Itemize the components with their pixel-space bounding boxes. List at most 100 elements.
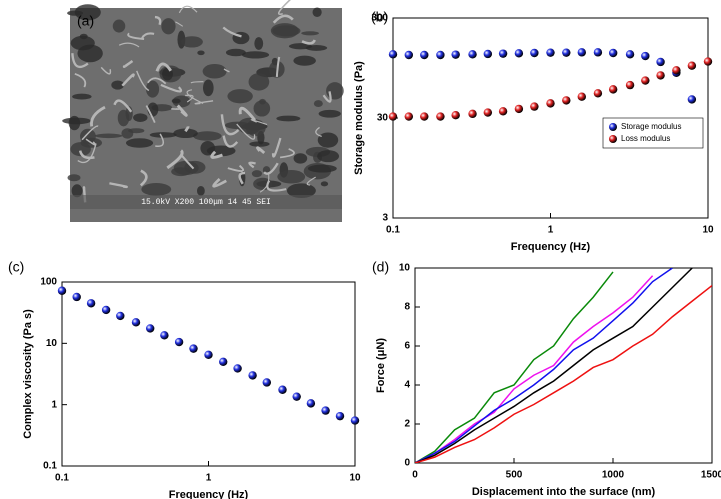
pore bbox=[286, 183, 316, 199]
panel-label: (d) bbox=[372, 259, 389, 275]
y-axis-label: Storage modulus (Pa) bbox=[353, 61, 365, 175]
point bbox=[468, 50, 477, 59]
x-tick-label: 1 bbox=[206, 473, 212, 484]
fiber bbox=[236, 123, 256, 140]
fiber bbox=[78, 150, 95, 160]
point bbox=[562, 48, 571, 57]
pore bbox=[320, 181, 329, 187]
point bbox=[101, 305, 111, 315]
point bbox=[514, 104, 524, 114]
fiber bbox=[180, 153, 195, 170]
point bbox=[593, 48, 603, 57]
y-axis-label: Force (μN) bbox=[375, 338, 387, 393]
line bbox=[415, 284, 712, 463]
point bbox=[160, 331, 169, 340]
x-tick-label: 0.1 bbox=[386, 225, 400, 236]
pore bbox=[277, 170, 306, 184]
point bbox=[530, 102, 539, 111]
point bbox=[625, 50, 635, 59]
point bbox=[687, 95, 697, 104]
fiber bbox=[238, 106, 257, 122]
fiber bbox=[248, 161, 256, 169]
fiber bbox=[250, 119, 268, 126]
point bbox=[278, 385, 287, 394]
x-tick-label: 10 bbox=[702, 225, 714, 236]
y-tick-label: 3 bbox=[382, 213, 388, 224]
pore bbox=[62, 117, 91, 125]
pore bbox=[307, 164, 337, 173]
pore bbox=[193, 131, 222, 141]
point bbox=[577, 92, 586, 101]
fiber bbox=[74, 72, 87, 88]
pore bbox=[172, 95, 191, 108]
fiber bbox=[154, 15, 162, 26]
fiber bbox=[190, 81, 204, 84]
pore bbox=[200, 141, 216, 156]
point bbox=[514, 49, 524, 58]
point bbox=[530, 48, 539, 58]
pore bbox=[67, 174, 81, 182]
point bbox=[451, 110, 460, 120]
fiber bbox=[77, 143, 97, 164]
fiber bbox=[322, 91, 332, 103]
fiber bbox=[175, 21, 184, 27]
point bbox=[404, 112, 414, 121]
x-tick-label: 10 bbox=[349, 473, 361, 484]
point bbox=[546, 48, 555, 57]
fiber bbox=[256, 146, 266, 155]
pore bbox=[293, 55, 316, 66]
point bbox=[546, 99, 555, 108]
pore bbox=[318, 109, 341, 118]
fiber bbox=[272, 14, 294, 24]
fiber bbox=[155, 133, 165, 147]
pore bbox=[248, 73, 270, 91]
fiber bbox=[136, 70, 150, 92]
point bbox=[262, 378, 271, 387]
pore bbox=[180, 36, 203, 48]
fiber bbox=[147, 77, 167, 85]
fiber bbox=[301, 39, 316, 45]
point bbox=[577, 48, 586, 57]
point bbox=[656, 71, 665, 80]
legend-swatch bbox=[609, 123, 617, 131]
point bbox=[625, 80, 635, 90]
point bbox=[86, 299, 96, 308]
x-tick-label: 500 bbox=[506, 470, 523, 481]
line bbox=[415, 268, 693, 463]
pore bbox=[203, 79, 214, 97]
panel-label: (b) bbox=[371, 9, 388, 25]
point bbox=[306, 399, 316, 408]
pore bbox=[272, 25, 301, 37]
pore bbox=[253, 100, 271, 117]
x-tick-label: 0 bbox=[412, 470, 418, 481]
y-tick-label: 4 bbox=[404, 380, 410, 391]
fiber bbox=[141, 32, 155, 39]
fiber bbox=[145, 105, 156, 123]
pore bbox=[112, 19, 126, 33]
fiber bbox=[315, 126, 322, 138]
x-axis-label: Frequency (Hz) bbox=[169, 489, 249, 499]
fiber bbox=[220, 114, 240, 136]
y-tick-label: 100 bbox=[40, 277, 57, 288]
chart: 0 500 1000 1500 0 2 4 6 8 10 Displacement into the… bbox=[372, 259, 721, 498]
fiber bbox=[160, 83, 183, 93]
pore bbox=[146, 80, 160, 98]
pore bbox=[225, 48, 246, 57]
point bbox=[703, 57, 713, 66]
point bbox=[420, 50, 429, 60]
y-tick-label: 0.1 bbox=[43, 461, 57, 472]
y-tick-label: 1 bbox=[51, 399, 57, 410]
point bbox=[404, 50, 414, 60]
fiber bbox=[222, 26, 242, 38]
y-tick-label: 300 bbox=[371, 13, 388, 24]
pore bbox=[288, 43, 313, 50]
legend-swatch bbox=[609, 135, 617, 143]
pore bbox=[121, 128, 134, 139]
point bbox=[388, 112, 398, 121]
legend-label: Storage modulus bbox=[621, 122, 681, 131]
y-tick-label: 8 bbox=[404, 302, 410, 313]
point bbox=[321, 406, 330, 415]
fiber bbox=[210, 150, 223, 159]
pore bbox=[241, 51, 270, 59]
